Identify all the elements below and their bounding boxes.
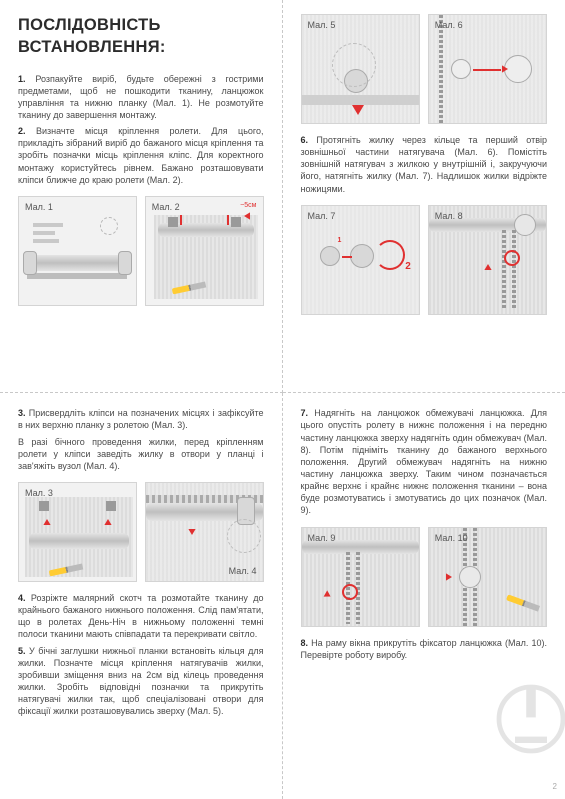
step-3b: В разі бічного проведення жилки, перед к… [18,436,264,472]
figure-label: Мал. 3 [25,487,53,499]
dim-label: ~5см [240,201,256,210]
page: ПОСЛІДОВНІСТЬ ВСТАНОВЛЕННЯ: 1. Розпакуйт… [0,0,565,799]
fig-row-3-4: Мал. 3 Мал. 4 [18,482,264,582]
step-8: 8. На раму вікна прикрутіть фіксатор лан… [301,637,548,661]
figure-6: Мал. 6 [428,14,547,124]
figure-label: Мал. 8 [435,210,463,222]
figure-label: Мал. 4 [229,565,257,577]
fig-row-1-2: Мал. 1 Мал. 2 ~5см [18,196,264,306]
figure-5: Мал. 5 [301,14,420,124]
figure-3: Мал. 3 [18,482,137,582]
fig-row-9-10: Мал. 9 Мал. 10 [301,527,548,627]
figure-1: Мал. 1 [18,196,137,306]
step-3: 3. Присвердліть кліпси на позначених міс… [18,407,264,431]
figure-label: Мал. 2 [152,201,180,213]
figure-8: Мал. 8 [428,205,547,315]
figure-label: Мал. 10 [435,532,468,544]
step-2: 2. Визначте місця кріплення ролети. Для … [18,125,264,186]
step-5: 5. У бічні заглушки нижньої планки встан… [18,645,264,718]
fig-row-5-6: Мал. 5 Мал. 6 [301,14,548,124]
figure-label: Мал. 5 [308,19,336,31]
figure-7: Мал. 7 1 2 [301,205,420,315]
figure-label: Мал. 6 [435,19,463,31]
step-7: 7. Надягніть на ланцюжок обмежувачі ланц… [301,407,548,516]
page-title: ПОСЛІДОВНІСТЬ ВСТАНОВЛЕННЯ: [18,14,264,59]
figure-label: Мал. 1 [25,201,53,213]
step-4: 4. Розріжте малярний скотч та розмотайте… [18,592,264,641]
figure-2: Мал. 2 ~5см [145,196,264,306]
quadrant-1: ПОСЛІДОВНІСТЬ ВСТАНОВЛЕННЯ: 1. Розпакуйт… [0,0,283,393]
rot-label-2: 2 [405,260,411,274]
figure-label: Мал. 7 [308,210,336,222]
rot-label-1: 1 [338,236,342,245]
page-number: 2 [553,782,557,793]
fig-row-7-8: Мал. 7 1 2 Мал. 8 [301,205,548,315]
figure-4: Мал. 4 [145,482,264,582]
figure-10: Мал. 10 [428,527,547,627]
step-6: 6. Протягніть жилку через кільце та перш… [301,134,548,195]
watermark-icon [491,679,565,759]
figure-label: Мал. 9 [308,532,336,544]
quadrant-2: Мал. 5 Мал. 6 6. Протягніть жилку через … [283,0,565,393]
figure-9: Мал. 9 [301,527,420,627]
quadrant-4: 7. Надягніть на ланцюжок обмежувачі ланц… [283,393,565,799]
quadrant-3: 3. Присвердліть кліпси на позначених міс… [0,393,283,799]
step-1: 1. Розпакуйте виріб, будьте обережні з г… [18,73,264,122]
